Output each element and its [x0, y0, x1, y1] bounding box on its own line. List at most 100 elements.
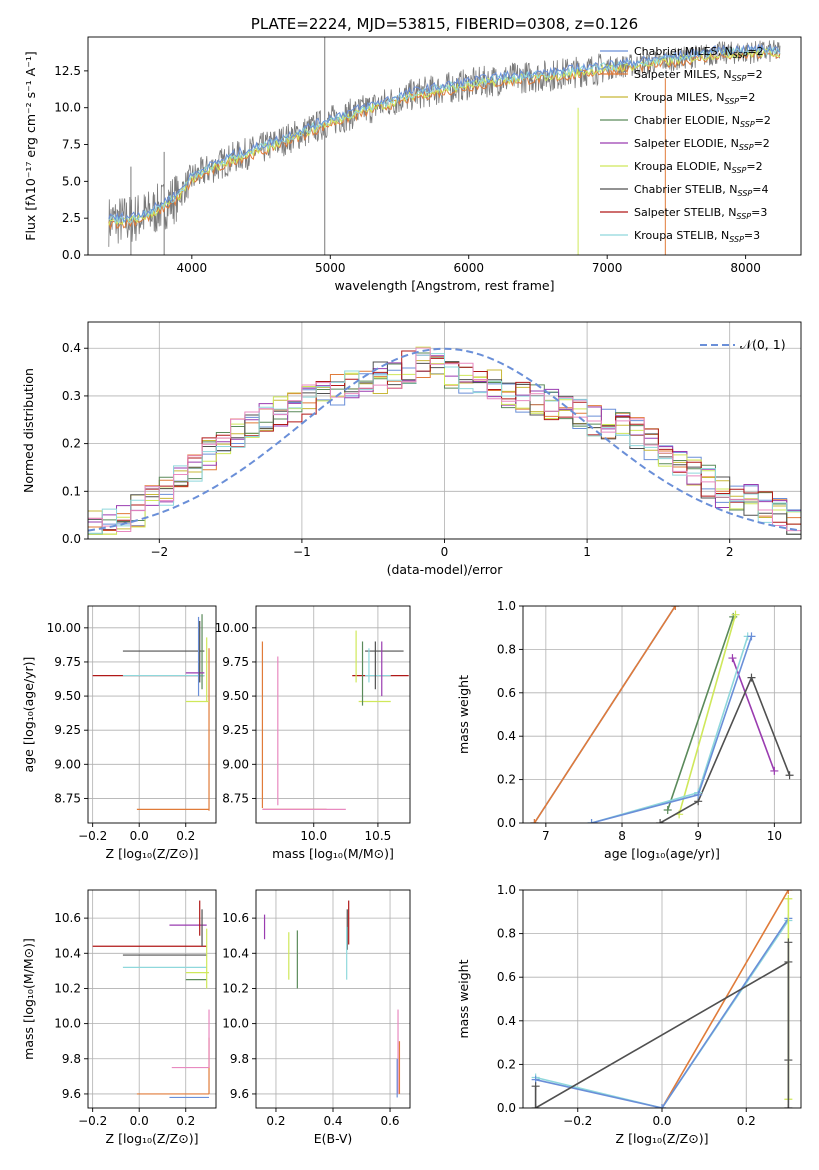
plot-area	[256, 890, 410, 1108]
weight-line-kroupa_elodie	[678, 614, 737, 815]
weight-marker-chabrier_stelib	[531, 1082, 540, 1091]
legend-count: =4	[752, 183, 768, 196]
x-tick-label: 0.0	[130, 829, 149, 843]
x-tick-label: 10	[767, 829, 782, 843]
legend-count: =2	[747, 45, 763, 58]
x-tick-label: 1	[583, 545, 591, 559]
x-tick-label: −2	[150, 545, 168, 559]
legend-count: =3	[751, 206, 767, 219]
y-tick-label: 10.6	[54, 911, 81, 925]
y-tick-label: 0.6	[497, 686, 516, 700]
legend-subscript: SSP	[740, 120, 755, 129]
weight-line-salpeter_elodie	[731, 657, 776, 772]
legend-label: Kroupa MILES, N	[634, 91, 724, 104]
y-tick-label: 0.4	[62, 341, 81, 355]
y-tick-label: 0.3	[62, 389, 81, 403]
weight-marker-salpeter_elodie	[770, 766, 779, 775]
chart-title: PLATE=2224, MJD=53815, FIBERID=0308, z=0…	[251, 15, 638, 33]
plot-area	[256, 606, 410, 823]
legend-label: Kroupa ELODIE, N	[634, 160, 732, 173]
histogram-kroupa_stelib	[88, 353, 801, 534]
y-tick-label: 10.0	[54, 1017, 81, 1031]
legend-label: Salpeter STELIB, N	[634, 206, 736, 219]
x-tick-label: 0	[441, 545, 449, 559]
y-tick-label: 9.25	[54, 723, 81, 737]
weight-line-chabrier_miles	[591, 636, 753, 823]
normal-curve	[88, 347, 801, 532]
legend-count: =2	[754, 137, 770, 150]
x-tick-label: 0.2	[266, 1114, 285, 1128]
legend-subscript: SSP	[736, 212, 751, 221]
x-tick-label: 0.6	[380, 1114, 399, 1128]
y-tick-label: 0.0	[497, 816, 516, 830]
legend-entry: Kroupa ELODIE, NSSP=2	[634, 160, 763, 175]
chart-mass-weight-vs-age: 7 8 9 10 0.0 0.2 0.4 0.6 0.8 1.0 age [log₁₀(age/yr…	[456, 599, 802, 861]
histogram-pink	[88, 347, 801, 533]
x-tick-label: 7000	[592, 261, 623, 275]
x-tick-label: 5000	[315, 261, 346, 275]
weight-marker-chabrier_stelib	[747, 673, 756, 682]
plot-area	[523, 890, 801, 1108]
weight-marker-chabrier_elodie	[663, 805, 672, 814]
plot-area	[88, 606, 216, 823]
weight-marker-chabrier_stelib	[784, 938, 793, 947]
y-tick-label: 8.75	[54, 791, 81, 805]
y-axis-label: Normed distribution	[21, 368, 36, 493]
y-axis-label: mass [log₁₀(M/M⊙)]	[21, 938, 36, 1060]
y-tick-label: 5.0	[62, 174, 81, 188]
y-tick-label: 0.2	[62, 437, 81, 451]
legend-subscript: SSP	[729, 235, 744, 244]
legend-label: Kroupa STELIB, N	[634, 229, 729, 242]
weight-marker-salpeter_miles	[784, 890, 793, 894]
legend-subscript: SSP	[738, 189, 753, 198]
x-axis-label: (data-model)/error	[387, 562, 504, 577]
y-tick-label: 0.1	[62, 484, 81, 498]
x-tick-label: 0.0	[652, 1114, 671, 1128]
weight-marker-kroupa_elodie	[784, 894, 793, 903]
x-tick-label: 0.0	[130, 1114, 149, 1128]
y-axis-label: Flux [fλ10⁻¹⁷ erg cm⁻² s⁻¹ A⁻¹]	[23, 51, 38, 240]
x-tick-label: 0.4	[323, 1114, 342, 1128]
y-tick-label: 10.2	[222, 981, 249, 995]
x-tick-label: 9	[694, 829, 702, 843]
weight-marker-kroupa_elodie	[731, 610, 740, 619]
y-tick-label: 10.4	[54, 946, 81, 960]
legend-entry: Kroupa MILES, NSSP=2	[634, 91, 755, 106]
weight-marker-chabrier_miles	[694, 790, 703, 799]
y-tick-label: 0.0	[62, 532, 81, 546]
weight-line-chabrier_elodie	[666, 616, 734, 811]
plot-area	[88, 322, 801, 539]
legend-count: =2	[746, 68, 762, 81]
model-spectrum-chabrier_miles	[108, 43, 781, 222]
axes-frame	[87, 889, 217, 1109]
plot-area	[88, 890, 216, 1108]
x-tick-label: −0.2	[563, 1114, 592, 1128]
x-tick-label: 0.2	[176, 1114, 195, 1128]
axes-frame	[522, 605, 802, 824]
x-axis-label: wavelength [Angstrom, rest frame]	[334, 278, 554, 293]
y-tick-label: 0.0	[62, 248, 81, 262]
weight-marker-chabrier_stelib	[785, 771, 794, 780]
x-tick-label: 6000	[453, 261, 484, 275]
x-tick-label: −0.2	[78, 829, 107, 843]
x-tick-label: 0.2	[737, 1114, 756, 1128]
weight-marker-chabrier_stelib	[531, 1104, 540, 1108]
legend-subscript: SSP	[724, 97, 739, 106]
chart-age-vs-Z: −0.2 0.0 0.2 8.75 9.00 9.25 9.50 9.75 10.00 Z [lo…	[21, 605, 217, 861]
y-tick-label: 7.5	[62, 138, 81, 152]
legend-label: Salpeter MILES, N	[634, 68, 732, 81]
weight-line-chabrier_stelib	[659, 675, 791, 823]
chart-age-vs-mass: 10.0 10.5 8.75 9.00 9.25 9.50 9.75 10.00 mass [l…	[215, 605, 411, 861]
legend-label: Chabrier MILES, N	[634, 45, 733, 58]
legend-count: =2	[755, 114, 771, 127]
y-tick-label: 10.2	[54, 981, 81, 995]
y-tick-label: 0.2	[497, 1057, 516, 1071]
legend-subscript: SSP	[739, 143, 754, 152]
y-tick-label: 0.4	[497, 729, 516, 743]
y-tick-label: 2.5	[62, 211, 81, 225]
y-tick-label: 9.6	[62, 1087, 81, 1101]
legend-entry: 𝒩(0, 1)	[740, 337, 786, 352]
chart-mass-vs-Z: −0.2 0.0 0.2 9.6 9.8 10.0 10.2 10.4 10.6 Z [log₁₀…	[21, 889, 217, 1146]
legend-entry: Salpeter MILES, NSSP=2	[634, 68, 763, 83]
legend-entry: Kroupa STELIB, NSSP=3	[634, 229, 760, 244]
